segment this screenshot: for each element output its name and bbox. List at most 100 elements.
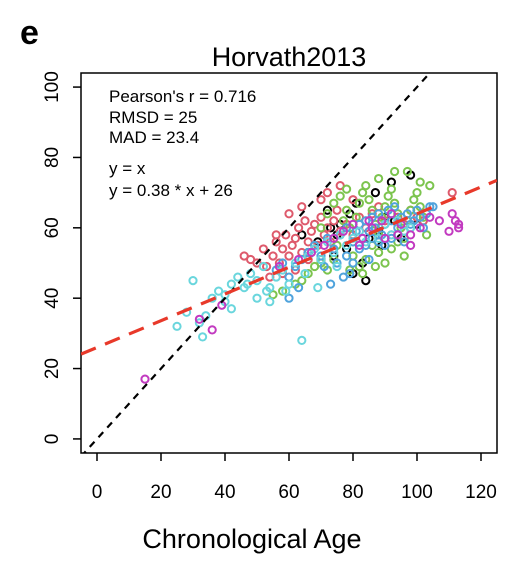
y-axis: 0 20 40 60 80 100 — [42, 71, 81, 444]
data-point — [329, 216, 339, 226]
data-point — [284, 251, 294, 261]
data-point — [265, 297, 275, 307]
data-point — [329, 198, 339, 208]
data-point — [358, 188, 368, 198]
data-point — [322, 209, 332, 219]
data-point — [361, 275, 371, 286]
data-point — [342, 184, 352, 194]
data-point — [454, 223, 464, 233]
data-point — [294, 283, 304, 293]
data-point — [425, 212, 435, 222]
data-point — [262, 286, 272, 296]
data-point — [258, 261, 268, 272]
data-point — [418, 223, 428, 233]
data-point — [402, 166, 412, 177]
data-point — [319, 240, 329, 251]
data-point — [226, 279, 236, 289]
rmsd-annotation: RMSD = 25 — [109, 108, 197, 127]
data-point — [284, 293, 294, 303]
x-tick-label: 40 — [214, 482, 235, 503]
data-point — [380, 233, 390, 243]
data-point — [316, 223, 326, 233]
data-point — [390, 198, 400, 208]
data-point — [207, 325, 217, 335]
pearson-annotation: Pearson's r = 0.716 — [109, 87, 256, 106]
x-axis: 0 20 40 60 80 100 120 — [92, 453, 497, 503]
data-point — [300, 216, 310, 226]
data-point — [297, 275, 307, 286]
data-point — [393, 230, 403, 240]
data-point — [194, 314, 204, 324]
data-point — [447, 188, 457, 198]
data-point — [454, 219, 464, 229]
data-point — [332, 205, 342, 215]
data-point — [316, 195, 326, 205]
data-point — [406, 240, 416, 251]
data-point — [281, 286, 291, 296]
data-point — [374, 209, 384, 219]
data-point — [390, 202, 400, 212]
data-point — [345, 265, 355, 275]
data-point — [188, 275, 198, 286]
data-point — [284, 279, 294, 289]
data-point — [329, 233, 339, 243]
data-point — [342, 251, 352, 261]
data-point — [444, 226, 454, 236]
data-point — [364, 254, 374, 265]
data-point — [374, 173, 384, 184]
data-point — [428, 202, 438, 212]
data-point — [284, 209, 294, 219]
data-point — [310, 240, 320, 251]
data-point — [332, 258, 342, 268]
data-point — [319, 261, 329, 272]
data-point — [348, 219, 358, 229]
x-tick-label: 100 — [401, 482, 433, 503]
data-point — [370, 188, 380, 198]
fit-line — [81, 178, 497, 356]
data-point — [297, 335, 307, 346]
data-point — [358, 268, 368, 279]
data-point — [370, 261, 380, 272]
chart-title: Horvath2013 — [212, 42, 367, 72]
data-point — [351, 212, 361, 222]
x-tick-label: 80 — [342, 482, 363, 503]
data-point — [425, 202, 435, 212]
data-point — [172, 321, 182, 331]
x-tick-label: 20 — [150, 482, 171, 503]
identity-line-label: y = x — [109, 159, 146, 178]
data-point — [338, 216, 348, 226]
data-point — [303, 268, 313, 279]
y-tick-label: 20 — [42, 358, 63, 379]
data-point — [290, 233, 300, 243]
data-point — [262, 261, 272, 272]
data-point — [287, 240, 297, 251]
data-point — [338, 226, 348, 236]
data-point — [226, 304, 236, 314]
mad-annotation: MAD = 23.4 — [109, 128, 199, 147]
data-point — [354, 240, 364, 251]
x-axis-label: Chronological Age — [142, 524, 361, 554]
data-point — [361, 180, 371, 191]
data-point — [380, 258, 390, 268]
data-point — [322, 205, 332, 215]
data-point — [386, 209, 396, 219]
y-tick-label: 40 — [42, 288, 63, 309]
data-point — [383, 191, 393, 201]
data-point — [306, 226, 316, 236]
data-point — [354, 198, 364, 208]
data-point — [361, 254, 371, 265]
data-point — [290, 261, 300, 272]
data-points — [140, 166, 464, 384]
data-point — [364, 195, 374, 205]
data-point — [345, 268, 355, 279]
data-point — [278, 244, 288, 254]
data-point — [412, 188, 422, 198]
data-point — [386, 184, 396, 194]
data-point — [140, 374, 150, 384]
x-tick-label: 60 — [278, 482, 299, 503]
data-point — [198, 332, 208, 342]
data-point — [415, 223, 425, 233]
panel-label: e — [20, 14, 39, 52]
data-point — [342, 205, 352, 215]
data-point — [415, 177, 425, 187]
